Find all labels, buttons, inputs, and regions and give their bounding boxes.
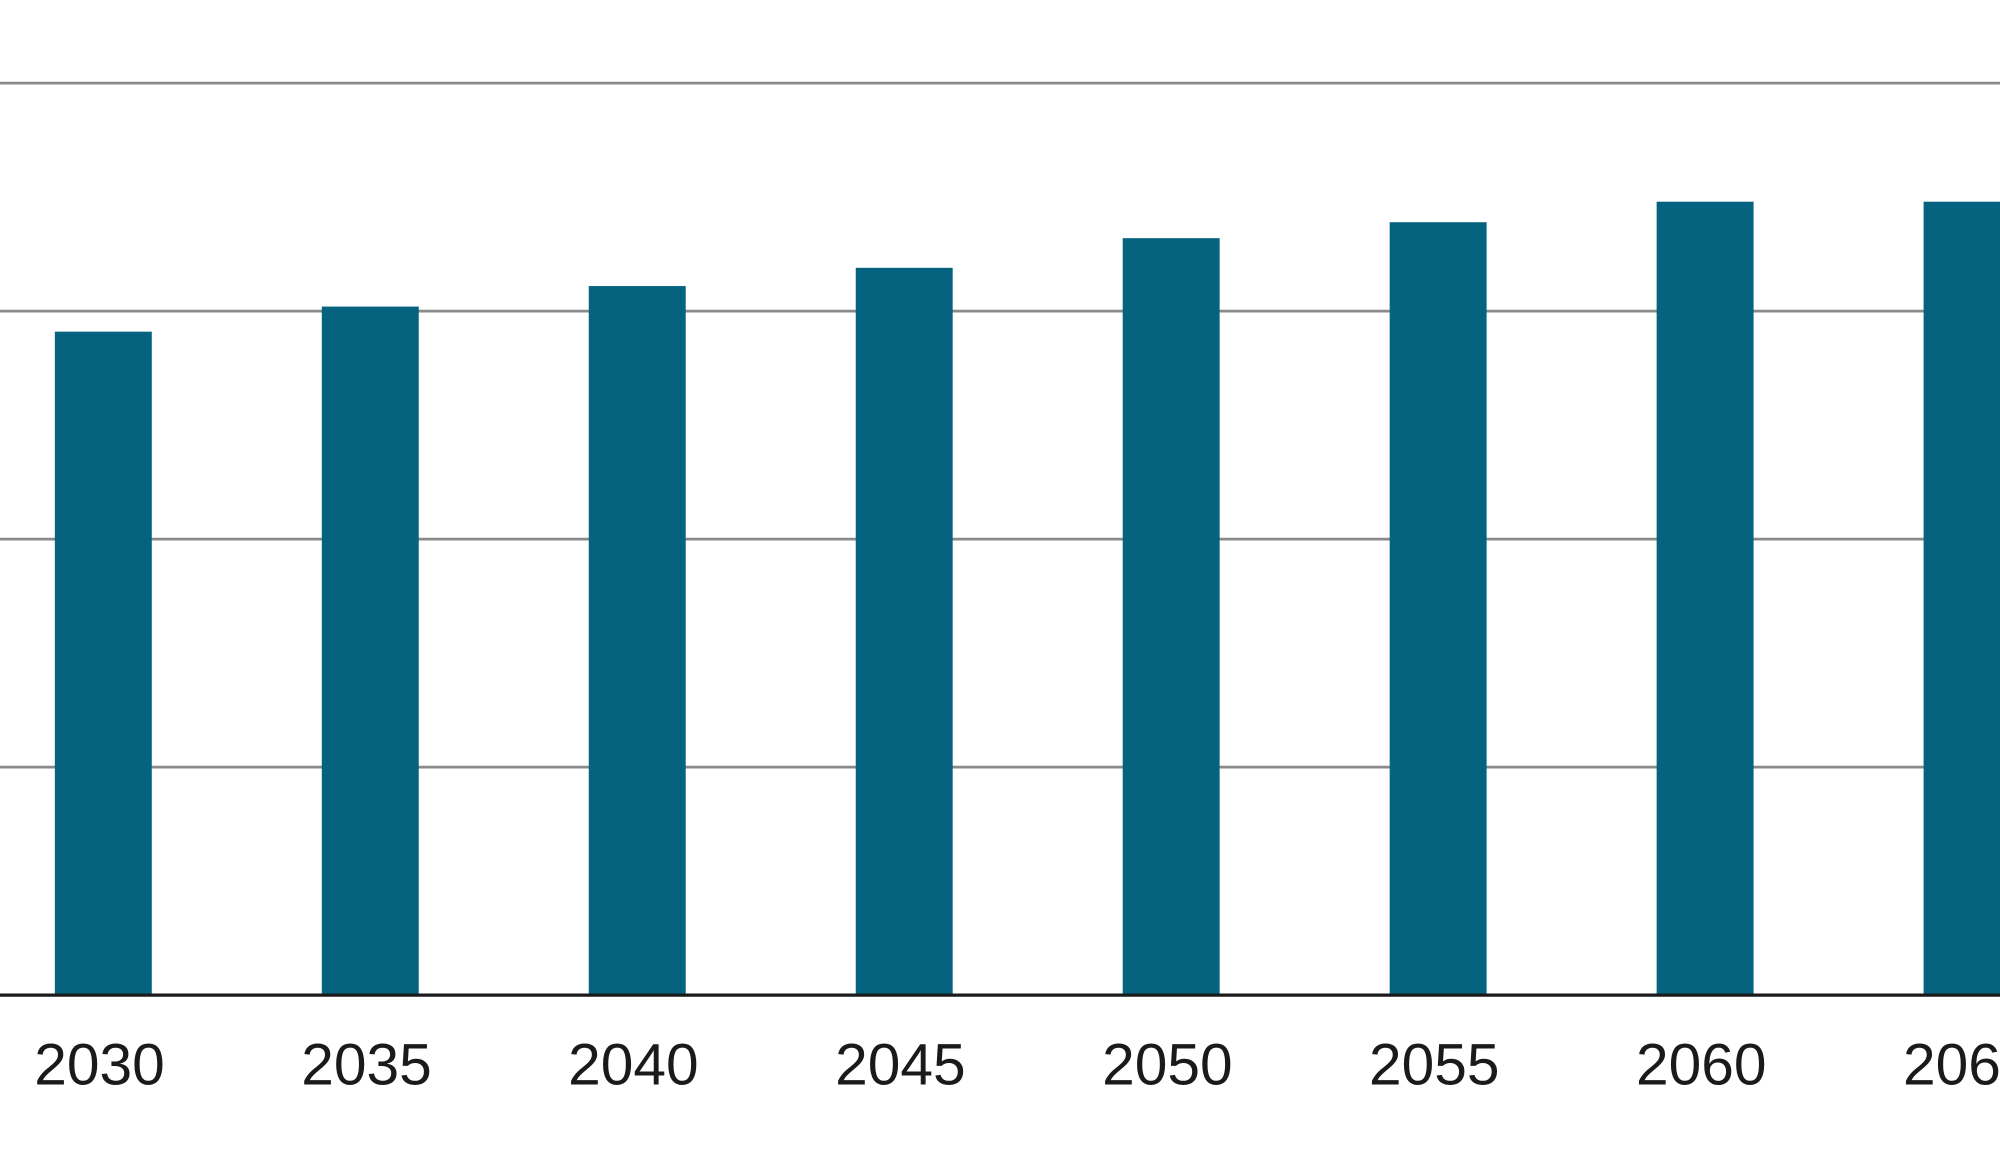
bar — [321, 306, 419, 996]
bar — [1389, 222, 1487, 996]
x-tick-label: 2040 — [568, 1033, 698, 1098]
x-tick-label: 2055 — [1369, 1033, 1500, 1098]
bar — [54, 331, 152, 996]
x-tick-label: 2045 — [835, 1033, 966, 1098]
bar — [1656, 201, 1754, 996]
x-tick-label: 2065 — [1903, 1033, 2000, 1098]
x-tick-label: 2035 — [301, 1033, 432, 1098]
bar — [1122, 238, 1220, 996]
x-tick-label: 2060 — [1636, 1033, 1767, 1098]
x-tick-label: 2050 — [1102, 1033, 1233, 1098]
x-tick-label: 2030 — [34, 1033, 164, 1098]
bar — [1923, 201, 2000, 996]
bar — [588, 286, 686, 996]
bar — [855, 267, 953, 996]
